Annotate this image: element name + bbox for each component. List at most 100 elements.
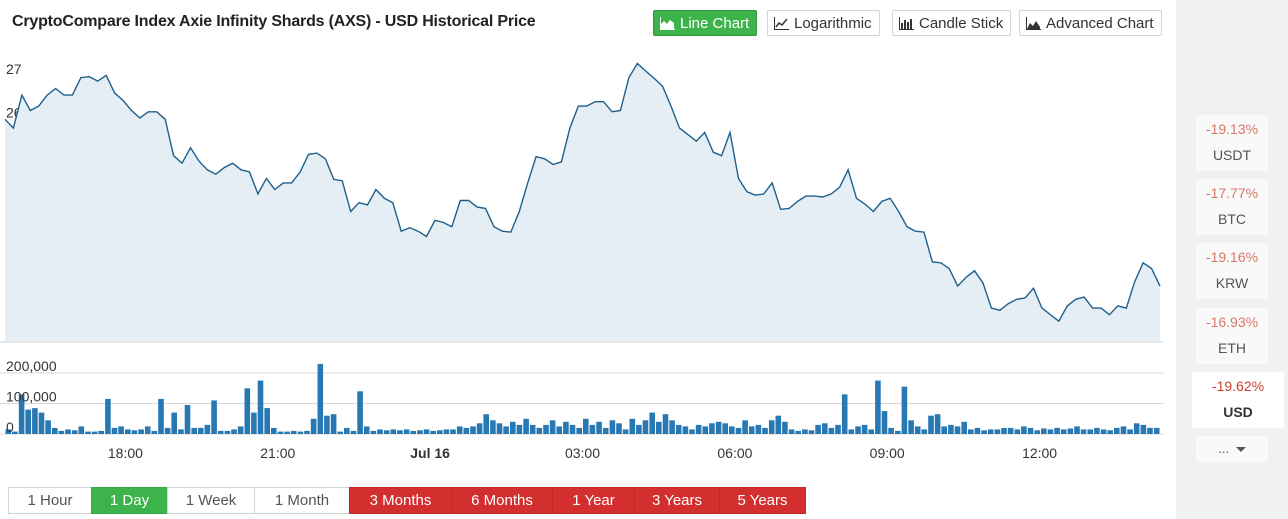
volume-bar (841, 394, 848, 434)
volume-bar (231, 429, 237, 434)
currency-code: USDT (1212, 147, 1252, 163)
volume-bar (476, 423, 483, 434)
volume-bar (715, 421, 722, 434)
currency-item-eth[interactable]: -16.93% ETH (1196, 308, 1268, 364)
volume-bar (974, 427, 981, 434)
volume-bar (1067, 428, 1074, 434)
volume-bar (616, 423, 622, 434)
currency-item-btc[interactable]: -17.77% BTC (1196, 179, 1268, 235)
line-chart-label: Line Chart (680, 14, 750, 32)
currency-code: KRW (1215, 275, 1249, 291)
volume-bar (12, 431, 18, 434)
price-line (4, 62, 1161, 323)
price-tick-label: 27 (6, 61, 22, 77)
volume-bar (297, 431, 304, 434)
volume-bar (363, 426, 370, 434)
volume-bar (423, 429, 430, 434)
caret-down-icon (1235, 447, 1246, 453)
volume-bar (788, 429, 795, 434)
currency-item-usd[interactable]: -19.62% USD (1192, 372, 1284, 428)
volume-bar (855, 426, 861, 434)
currency-item-usdt[interactable]: -19.13% USDT (1196, 115, 1268, 171)
volume-bar (350, 430, 357, 434)
volume-bar (1074, 426, 1080, 434)
range-3-months[interactable]: 3 Months (349, 487, 452, 514)
volume-bar (1001, 427, 1007, 434)
volume-bar (1153, 427, 1160, 434)
volume-bar (151, 430, 158, 434)
volume-bar (622, 429, 629, 434)
volume-bar (470, 426, 476, 434)
volume-bar (815, 424, 821, 434)
volume-bar (45, 420, 51, 434)
volume-bar (1140, 424, 1147, 434)
candle-stick-button[interactable]: Candle Stick (892, 10, 1012, 36)
volume-bar (317, 363, 324, 434)
range-6-months[interactable]: 6 Months (451, 487, 553, 514)
volume-bar (1147, 427, 1153, 434)
volume-bar (450, 429, 456, 434)
volume-bar (1120, 426, 1127, 434)
currency-code: BTC (1218, 211, 1246, 227)
candle-stick-label: Candle Stick (919, 14, 1004, 32)
range-1-day[interactable]: 1 Day (91, 487, 168, 514)
more-currencies-button[interactable]: ... (1196, 436, 1268, 462)
volume-bar (383, 430, 390, 434)
volume-bar (510, 421, 516, 434)
range-1-week[interactable]: 1 Week (167, 487, 255, 514)
volume-bar (835, 424, 841, 434)
volume-bar (105, 398, 111, 434)
time-x-axis: 18:00 21:00 Jul 16 03:00 06:00 09:00 12:00 (108, 445, 1057, 461)
logarithmic-button[interactable]: Logarithmic (767, 10, 880, 36)
range-1-hour[interactable]: 1 Hour (8, 487, 92, 514)
volume-bar (164, 427, 171, 434)
volume-bar (377, 429, 383, 434)
currency-item-krw[interactable]: -19.16% KRW (1196, 243, 1268, 299)
volume-y-axis: 0 100,000 200,000 (6, 358, 57, 435)
volume-bar (1133, 423, 1140, 434)
volume-bar (443, 429, 450, 434)
time-tick-label: 21:00 (260, 445, 295, 461)
volume-bar (1027, 427, 1034, 434)
volume-bar (775, 415, 782, 434)
volume-bar (895, 430, 901, 434)
volume-bar (576, 427, 582, 434)
line-chart-button[interactable]: Line Chart (653, 10, 758, 36)
volume-bar (822, 423, 828, 434)
volume-bar (324, 415, 330, 434)
advanced-chart-button[interactable]: Advanced Chart (1019, 10, 1162, 36)
time-tick-label: Jul 16 (410, 445, 450, 461)
volume-bar (602, 427, 609, 434)
time-tick-label: 03:00 (565, 445, 600, 461)
volume-bar (762, 427, 768, 434)
volume-bar (981, 430, 987, 434)
volume-bar (742, 420, 748, 434)
volume-bar (589, 424, 596, 434)
volume-bar (516, 424, 523, 434)
volume-bar (18, 394, 25, 434)
volume-bar (748, 426, 755, 434)
volume-tick-label: 0 (6, 419, 14, 435)
volume-bar (310, 418, 317, 435)
volume-bar (111, 427, 118, 434)
range-1-month[interactable]: 1 Month (254, 487, 350, 514)
volume-bar (251, 412, 257, 434)
price-area-fill (5, 63, 1160, 341)
range-3-years[interactable]: 3 Years (634, 487, 720, 514)
volume-bar (344, 427, 350, 434)
volume-bar (675, 424, 682, 434)
volume-bar (994, 429, 1001, 434)
volume-bars (5, 363, 1160, 435)
currency-change: -19.62% (1211, 378, 1265, 394)
range-5-years[interactable]: 5 Years (719, 487, 806, 514)
volume-bar (32, 408, 38, 434)
volume-bar (191, 427, 197, 434)
volume-bar (125, 429, 131, 434)
area-chart-icon (660, 16, 675, 30)
currency-change: -17.77% (1205, 185, 1259, 201)
range-1-year[interactable]: 1 Year (552, 487, 635, 514)
volume-bar (709, 423, 715, 434)
volume-bar (702, 426, 709, 434)
volume-bar (71, 430, 78, 434)
volume-bar (682, 426, 689, 434)
